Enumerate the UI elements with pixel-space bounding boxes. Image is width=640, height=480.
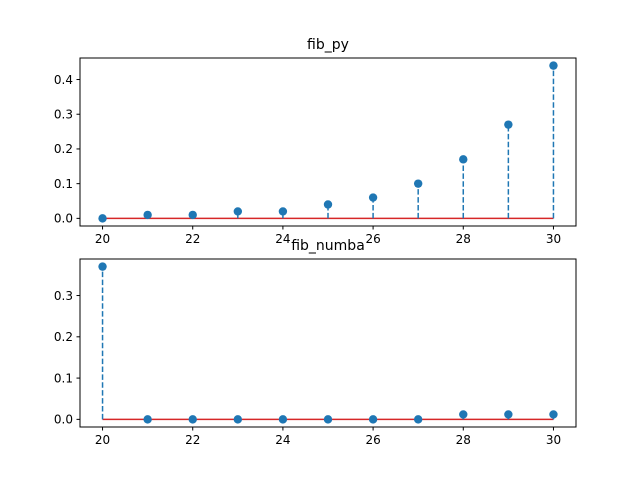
- x-tick-label: 22: [185, 433, 200, 447]
- data-point: [413, 179, 423, 188]
- data-point: [188, 210, 197, 220]
- y-tick-label: 0.4: [54, 73, 73, 87]
- data-point: [368, 415, 378, 424]
- data-point: [98, 214, 107, 223]
- data-point: [459, 155, 468, 164]
- subplot-fib-numba: 20 22 24 26 28 30 0.0 0.1 0.2 0.3 fib_numba: [54, 238, 577, 447]
- x-tick-label: 26: [365, 232, 380, 246]
- data-point: [143, 210, 152, 220]
- y-tick-label: 0.1: [54, 371, 73, 385]
- data-point: [323, 200, 333, 209]
- y-tick-label: 0.0: [54, 413, 73, 427]
- data-point: [368, 193, 378, 202]
- data-point: [278, 207, 288, 216]
- data-point: [459, 410, 468, 419]
- x-tick-label: 28: [456, 232, 471, 246]
- x-tick-label: 30: [546, 433, 561, 447]
- data-point: [233, 415, 243, 424]
- x-tick-label: 24: [275, 232, 290, 246]
- x-tick-label: 28: [456, 433, 471, 447]
- y-tick-label: 0.2: [54, 330, 73, 344]
- data-point: [323, 415, 333, 424]
- x-tick-label: 30: [546, 232, 561, 246]
- data-point: [413, 415, 423, 424]
- data-point: [233, 207, 243, 216]
- x-tick-label: 26: [365, 433, 380, 447]
- y-tick-label: 0.3: [54, 108, 73, 122]
- x-tick-label: 24: [275, 433, 290, 447]
- subplot-fib-py: 20 22 24 26 28 30 0.0 0.1 0.2 0.3 0.4 fib_py: [54, 37, 577, 246]
- data-point: [278, 415, 288, 424]
- y-tick-label: 0.2: [54, 142, 73, 156]
- data-point: [143, 415, 152, 424]
- y-tick-label: 0.0: [54, 212, 73, 226]
- axes-frame: [79, 258, 577, 428]
- chart-title: fib_numba: [291, 238, 365, 254]
- y-tick-label: 0.1: [54, 177, 73, 191]
- data-point: [549, 61, 558, 70]
- data-point: [549, 410, 558, 419]
- data-point: [504, 120, 513, 129]
- x-tick-label: 20: [95, 433, 110, 447]
- x-tick-label: 22: [185, 232, 200, 246]
- x-tick-label: 20: [95, 232, 110, 246]
- axes-frame: [79, 57, 577, 227]
- chart-title: fib_py: [307, 37, 349, 53]
- data-point: [504, 410, 513, 419]
- data-point: [98, 262, 107, 271]
- y-tick-label: 0.3: [54, 289, 73, 303]
- data-point: [188, 415, 197, 424]
